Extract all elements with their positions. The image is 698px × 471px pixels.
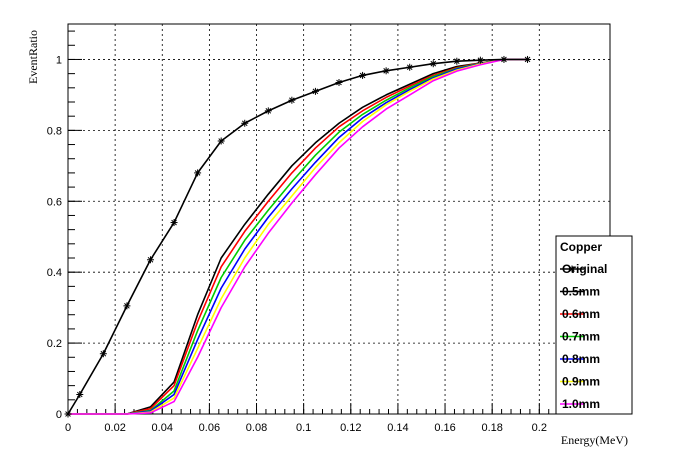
series-line-0.6mm	[68, 58, 528, 415]
series-line-0.5mm	[68, 58, 528, 415]
y-tick-label: 1	[56, 54, 62, 66]
data-point	[123, 302, 131, 310]
legend-label: 0.7mm	[562, 330, 600, 344]
legend-label: 0.6mm	[562, 307, 600, 321]
legend-entry: 0.6mm	[560, 307, 600, 321]
y-tick-label: 0	[56, 409, 62, 421]
data-point	[99, 350, 107, 358]
y-axis-title: EventRatio	[26, 30, 40, 84]
legend-title: Copper	[560, 240, 602, 254]
legend-entry: 0.5mm	[560, 285, 600, 299]
x-tick-label: 0.04	[152, 422, 173, 434]
x-axis-title: Energy(MeV)	[561, 433, 628, 447]
x-tick-label: 0	[65, 422, 71, 434]
legend-label: 0.8mm	[562, 352, 600, 366]
series-line-0.7mm	[68, 58, 528, 415]
x-tick-label: 0.08	[246, 422, 267, 434]
x-tick-label: 0.14	[387, 422, 408, 434]
legend-box	[555, 235, 633, 415]
y-tick-label: 0.2	[47, 338, 62, 350]
legend-entry: 0.9mm	[560, 375, 600, 389]
x-tick-label: 0.02	[104, 422, 125, 434]
data-point	[429, 60, 437, 68]
legend-entry: 0.7mm	[560, 330, 600, 344]
data-point	[146, 256, 154, 264]
data-point	[170, 219, 178, 227]
plot-frame	[67, 23, 611, 415]
data-point	[241, 119, 249, 127]
y-tick-label: 0.6	[47, 196, 62, 208]
x-tick-label: 0.1	[296, 422, 311, 434]
data-point	[194, 169, 202, 177]
legend: Copper Original 0.5mm 0.6mm 0.7mm 0.8mm 0.9mm…	[555, 235, 633, 415]
legend-entries: Original 0.5mm 0.6mm 0.7mm 0.8mm 0.9mm 1.0mm	[560, 262, 607, 411]
series-line-1.0mm	[68, 58, 528, 415]
data-point	[217, 137, 225, 145]
x-tick-label: 0.18	[481, 422, 502, 434]
data-point	[476, 56, 484, 64]
series-line-Original	[67, 58, 528, 415]
legend-entry: 1.0mm	[560, 397, 600, 411]
data-point	[524, 55, 532, 63]
series-line-0.8mm	[68, 58, 528, 415]
x-tick-label: 0.16	[434, 422, 455, 434]
data-point	[264, 107, 272, 115]
y-tick-label: 0.4	[47, 267, 62, 279]
legend-label: Original	[562, 262, 607, 276]
legend-label: 1.0mm	[562, 397, 600, 411]
grid	[68, 24, 610, 414]
legend-entry: 0.8mm	[560, 352, 600, 366]
legend-label: 0.9mm	[562, 375, 600, 389]
data-point	[76, 391, 84, 398]
data-point	[406, 63, 414, 71]
legend-label: 0.5mm	[562, 285, 600, 299]
series-layer	[64, 55, 532, 418]
axis-ticks	[67, 30, 606, 415]
x-tick-label: 0.06	[199, 422, 220, 434]
x-tick-label: 0.2	[532, 422, 547, 434]
data-point	[568, 265, 576, 273]
x-tick-label: 0.12	[340, 422, 361, 434]
data-point	[382, 67, 390, 75]
data-point	[311, 87, 319, 95]
y-tick-label: 0.8	[47, 125, 62, 137]
data-point	[453, 57, 461, 65]
data-point	[64, 410, 72, 418]
data-point	[500, 55, 508, 63]
series-line-0.9mm	[68, 58, 528, 415]
data-point	[359, 71, 367, 79]
legend-entry: Original	[560, 262, 607, 276]
tick-labels: 0 0.02 0.04 0.06 0.08 0.1 0.12 0.14 0.16 0.18 0.2 0…	[47, 54, 547, 434]
data-point	[335, 79, 343, 86]
data-point	[288, 96, 296, 104]
